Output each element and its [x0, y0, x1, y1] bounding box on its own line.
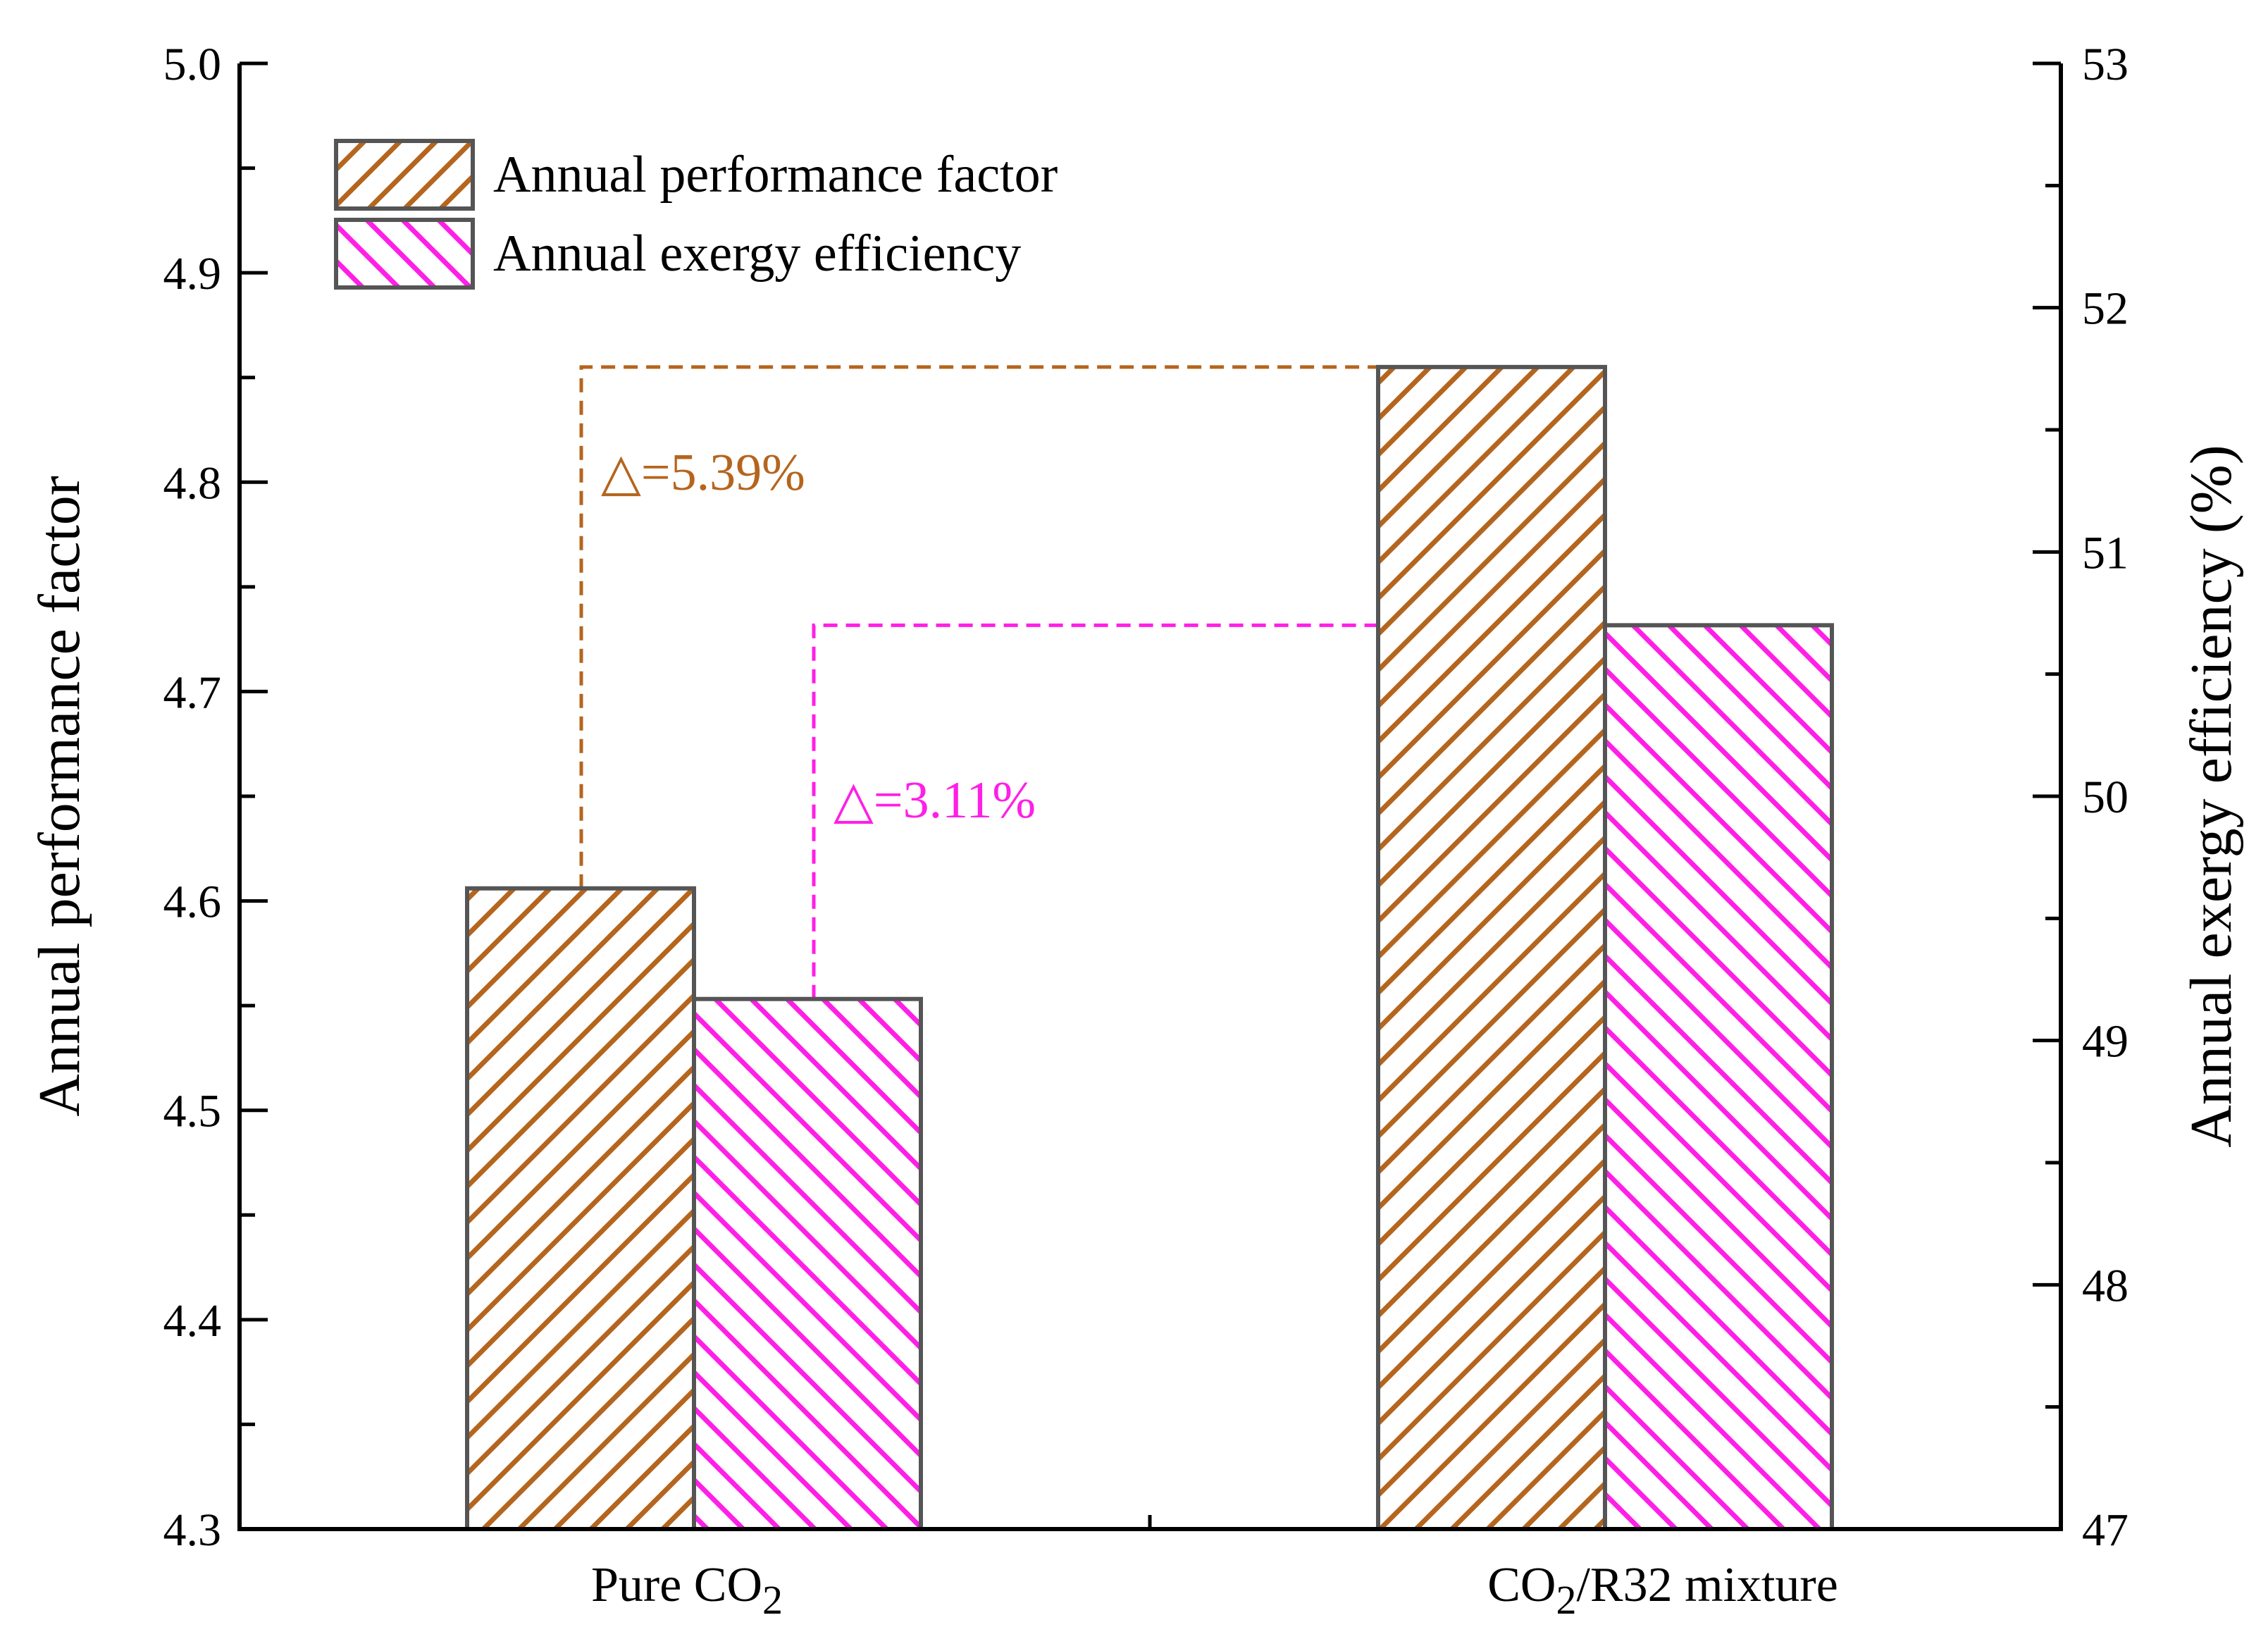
y-tick-label: 4.6 [163, 877, 222, 928]
bar-aee-pure-co2 [692, 996, 923, 1531]
y2-tick-label: 51 [2082, 527, 2128, 579]
left-ticks: 4.3 4.4 4.5 4.6 4.7 4.8 4.9 5.0 [163, 39, 268, 1556]
y2-tick-label: 47 [2082, 1504, 2128, 1556]
delta-annotation-apf: △=5.39% [601, 444, 805, 502]
y2-tick-label: 48 [2082, 1260, 2128, 1311]
legend-label-aee: Annual exergy efficiency [493, 225, 1021, 283]
right-ticks: 47 48 49 50 51 52 53 [2033, 39, 2128, 1556]
category-label-co2-r32: CO2/R32 mixture [1487, 1558, 1838, 1623]
category-label-suffix: /R32 mixture [1576, 1558, 1838, 1612]
y2-tick-label: 49 [2082, 1016, 2128, 1068]
y-tick-label: 4.4 [163, 1295, 222, 1347]
y-tick-label: 5.0 [163, 39, 222, 90]
bar-apf-pure-co2 [465, 886, 696, 1531]
guide-line-aee [812, 623, 1832, 999]
legend: Annual performance factor Annual exergy … [334, 139, 1058, 290]
legend-swatch-apf [334, 139, 475, 211]
y2-tick-label: 50 [2082, 772, 2128, 823]
legend-swatch-aee [334, 218, 475, 290]
category-label-main: Pure CO [591, 1558, 762, 1612]
y-tick-label: 4.8 [163, 457, 222, 509]
y-tick-label: 4.3 [163, 1504, 222, 1556]
y-tick-label: 4.7 [163, 667, 222, 718]
bars [465, 364, 1834, 1531]
annotations: △=5.39% △=3.11% [601, 444, 1036, 829]
delta-annotation-aee: △=3.11% [834, 772, 1036, 829]
bar-apf-co2-r32 [1376, 364, 1607, 1531]
category-label-subscript: 2 [1556, 1577, 1576, 1623]
category-labels: Pure CO2 CO2/R32 mixture [591, 1558, 1838, 1623]
guide-lines [579, 365, 1832, 999]
guide-line-apf [579, 365, 1605, 889]
y2-tick-label: 52 [2082, 283, 2128, 335]
y-tick-label: 4.5 [163, 1086, 222, 1137]
category-label-subscript: 2 [762, 1577, 783, 1623]
y-tick-label: 4.9 [163, 248, 222, 299]
y-axis-title: Annual performance factor [27, 476, 92, 1117]
bar-aee-co2-r32 [1603, 623, 1834, 1531]
y2-axis-title: Annual exergy efficiency (%) [2179, 445, 2244, 1147]
category-label-pure-co2: Pure CO2 [591, 1558, 783, 1623]
legend-label-apf: Annual performance factor [493, 146, 1058, 204]
y2-tick-label: 53 [2082, 39, 2128, 90]
category-label-main: CO [1487, 1558, 1556, 1612]
